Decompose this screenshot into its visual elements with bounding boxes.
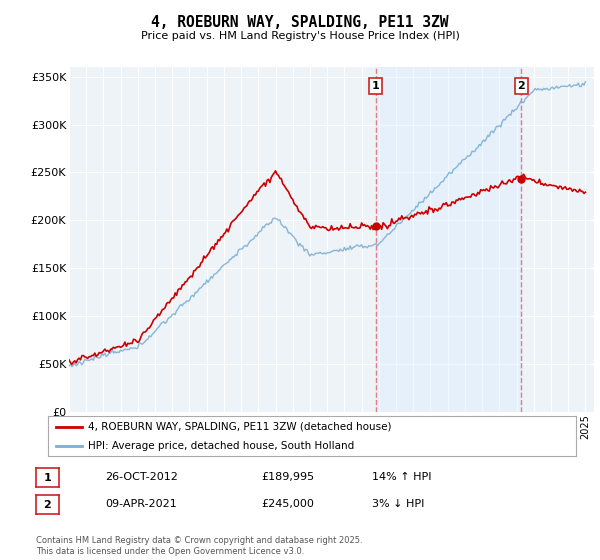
Text: 2: 2: [517, 81, 525, 91]
Text: 1: 1: [372, 81, 380, 91]
Text: HPI: Average price, detached house, South Holland: HPI: Average price, detached house, Sout…: [88, 441, 354, 450]
Bar: [376, 67, 521, 412]
Text: 2: 2: [44, 500, 51, 510]
Text: £245,000: £245,000: [261, 499, 314, 509]
Text: 3% ↓ HPI: 3% ↓ HPI: [372, 499, 424, 509]
Text: 09-APR-2021: 09-APR-2021: [105, 499, 177, 509]
Text: Price paid vs. HM Land Registry's House Price Index (HPI): Price paid vs. HM Land Registry's House …: [140, 31, 460, 41]
Text: 14% ↑ HPI: 14% ↑ HPI: [372, 472, 431, 482]
Text: 4, ROEBURN WAY, SPALDING, PE11 3ZW: 4, ROEBURN WAY, SPALDING, PE11 3ZW: [151, 15, 449, 30]
Text: £189,995: £189,995: [261, 472, 314, 482]
Text: 26-OCT-2012: 26-OCT-2012: [105, 472, 178, 482]
Text: 4, ROEBURN WAY, SPALDING, PE11 3ZW (detached house): 4, ROEBURN WAY, SPALDING, PE11 3ZW (deta…: [88, 422, 391, 432]
Text: 1: 1: [44, 473, 51, 483]
Text: Contains HM Land Registry data © Crown copyright and database right 2025.
This d: Contains HM Land Registry data © Crown c…: [36, 536, 362, 556]
